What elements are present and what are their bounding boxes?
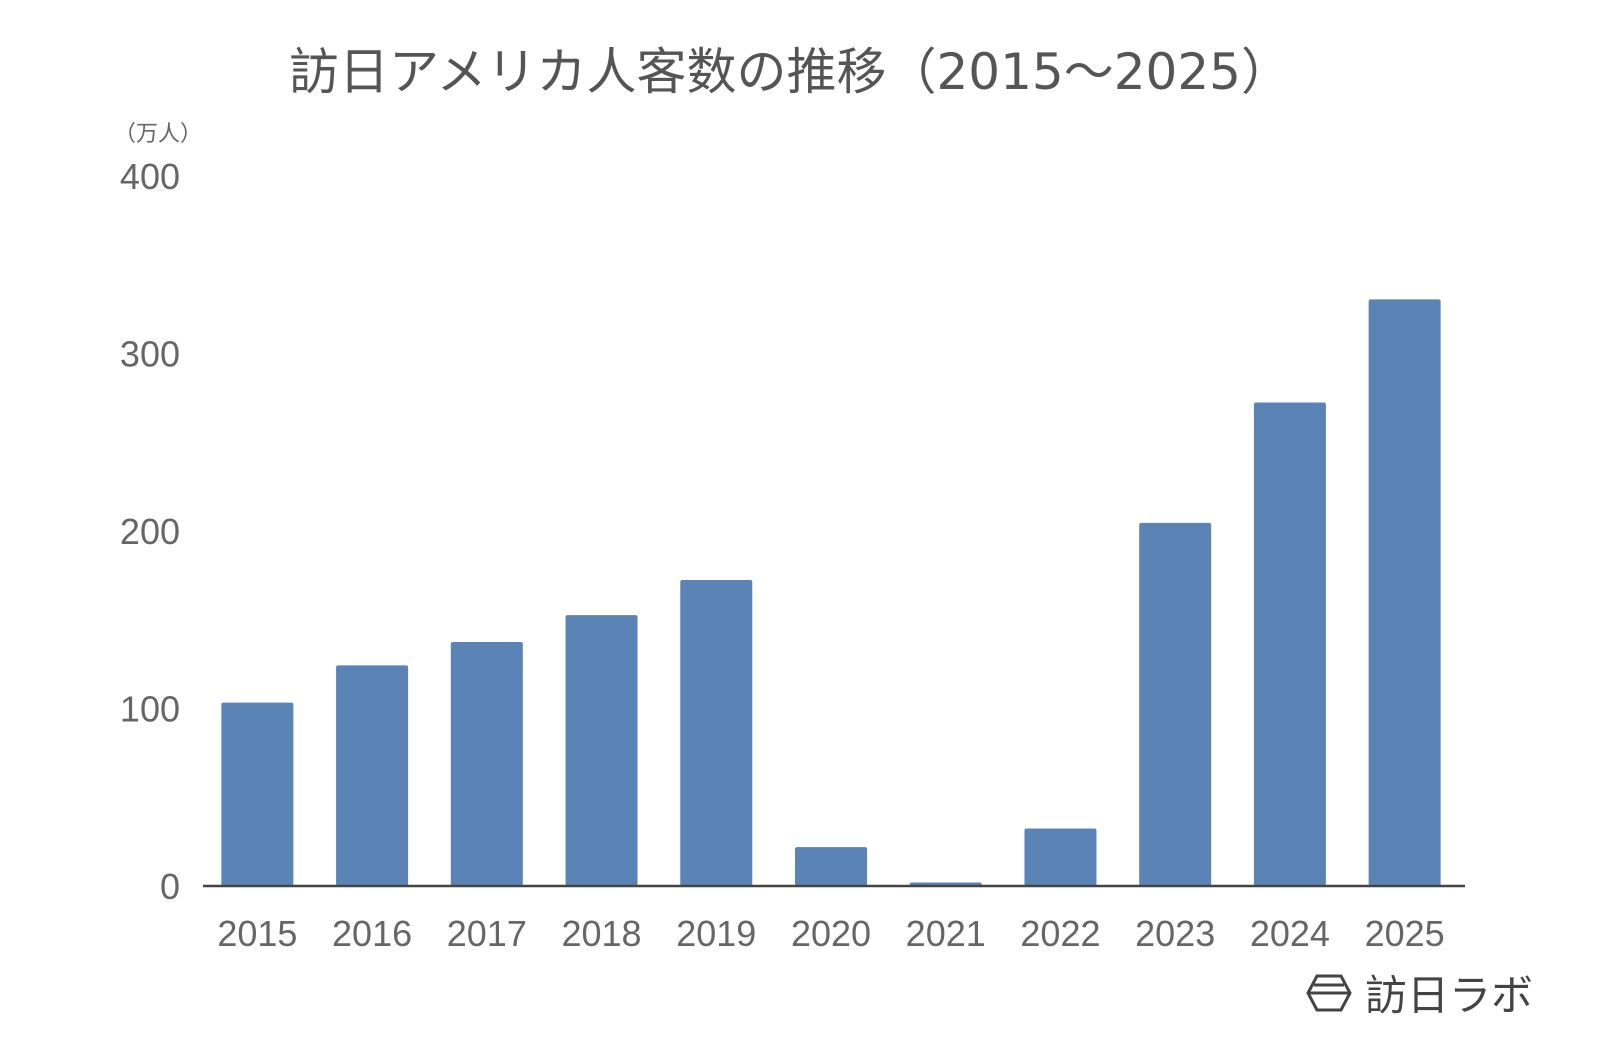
chart-title: 訪日アメリカ人客数の推移（2015～2025） (289, 43, 1291, 101)
bar-2017 (450, 641, 523, 886)
x-tick-label: 2019 (676, 913, 756, 954)
bar-2024 (1253, 402, 1326, 886)
bar-2016 (336, 665, 409, 886)
x-tick-label: 2021 (906, 913, 986, 954)
bar-2022 (1024, 828, 1097, 886)
bar-2020 (795, 847, 867, 886)
bar-2019 (680, 579, 753, 886)
y-tick-label: 300 (120, 334, 180, 375)
x-tick-label: 2015 (217, 913, 297, 954)
x-tick-label: 2023 (1135, 913, 1215, 954)
x-tick-label: 2018 (561, 913, 641, 954)
y-axis-unit: （万人） (114, 122, 203, 147)
x-tick-label: 2025 (1365, 913, 1445, 954)
bar-2015 (221, 702, 294, 886)
y-tick-label: 0 (160, 866, 180, 907)
x-tick-label: 2016 (332, 913, 412, 954)
watermark-text: 訪日ラボ (1365, 971, 1534, 1020)
x-tick-label: 2017 (447, 913, 527, 954)
x-tick-label: 2020 (791, 913, 871, 954)
x-tick-label: 2022 (1020, 913, 1100, 954)
y-tick-label: 100 (120, 689, 180, 730)
bar-2023 (1139, 522, 1212, 886)
x-tick-label: 2024 (1250, 913, 1330, 954)
y-tick-label: 400 (120, 156, 180, 197)
watermark-logo: 訪日ラボ (1305, 962, 1533, 1023)
y-tick-label: 200 (120, 511, 180, 552)
bar-2025 (1368, 299, 1441, 886)
hexagon-logo-icon (1306, 974, 1352, 1011)
bar-2018 (565, 615, 638, 886)
